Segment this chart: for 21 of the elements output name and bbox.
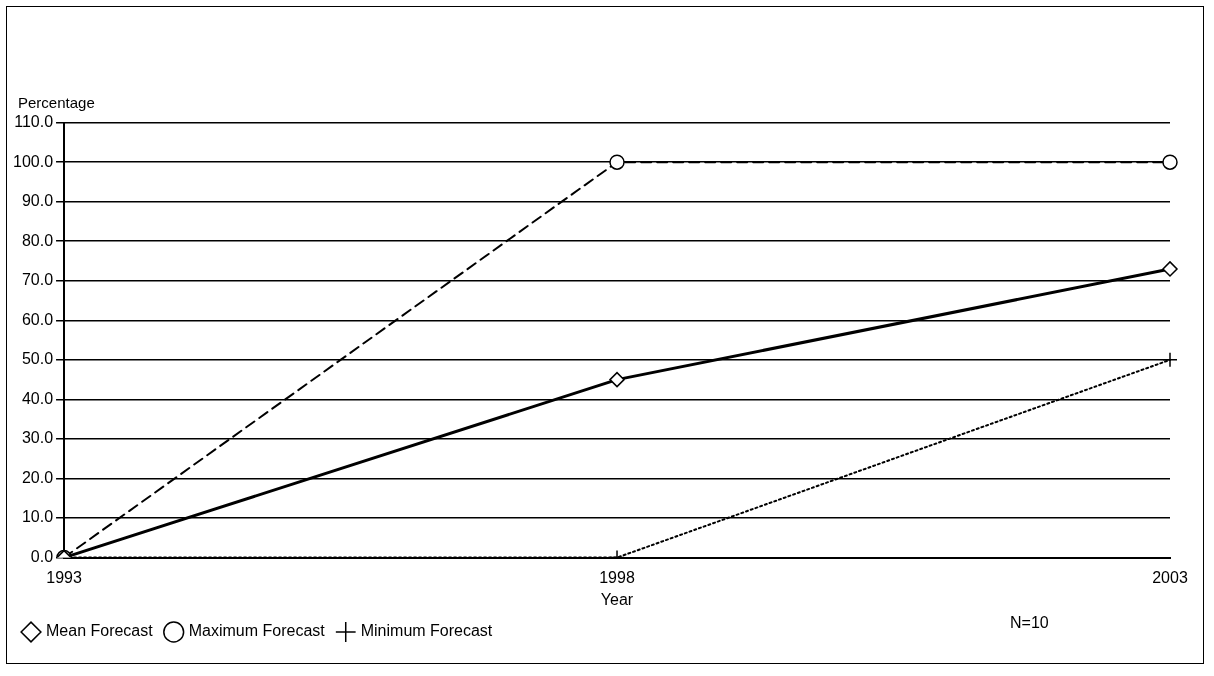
text: N=10 (1010, 614, 1049, 631)
legend-label: Mean Forecast (46, 622, 154, 640)
x-tick-label: 2003 (1152, 568, 1188, 586)
y-tick-label: 60.0 (21, 310, 54, 328)
x-axis-title: Year (600, 590, 634, 608)
y-tick-label: 50.0 (21, 350, 54, 368)
y-tick-label: 0.0 (30, 548, 54, 566)
y-axis-title: Percentage (18, 94, 95, 111)
legend-label: Maximum Forecast (188, 622, 326, 640)
legend-label: Minimum Forecast (360, 622, 493, 640)
y-tick-label: 80.0 (21, 231, 54, 249)
y-tick-label: 40.0 (21, 389, 54, 407)
x-tick-label: 1998 (599, 568, 635, 586)
x-tick-label: 1993 (46, 568, 82, 586)
y-tick-label: 30.0 (21, 429, 54, 447)
y-tick-label: 70.0 (21, 271, 54, 289)
y-tick-label: 100.0 (12, 152, 54, 170)
y-tick-label: 20.0 (21, 468, 54, 486)
y-tick-label: 90.0 (21, 192, 54, 210)
y-tick-label: 110.0 (14, 113, 54, 131)
y-tick-label: 10.0 (21, 508, 54, 526)
